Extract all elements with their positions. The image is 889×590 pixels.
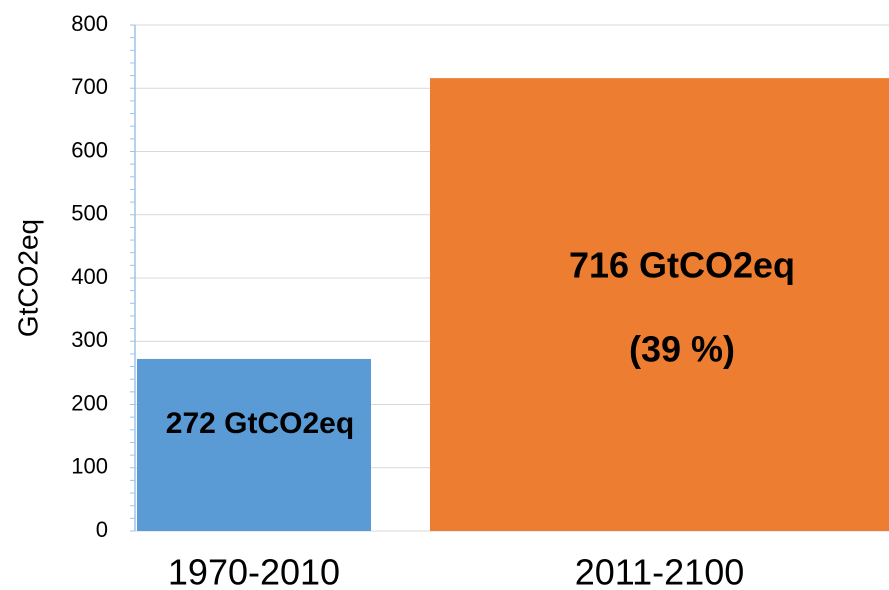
y-tick-label: 400	[71, 264, 108, 289]
value-label: 716 GtCO2eq	[569, 245, 795, 286]
value-label: 272 GtCO2eq	[166, 407, 354, 440]
annotation: (39 %)	[629, 329, 735, 370]
bar	[137, 358, 371, 531]
y-tick-label: 100	[71, 454, 108, 479]
y-tick-label: 600	[71, 137, 108, 162]
y-tick-label: 700	[71, 74, 108, 99]
y-tick-label: 300	[71, 327, 108, 352]
bar	[430, 78, 889, 531]
y-tick-label: 0	[96, 517, 108, 542]
y-tick-label: 500	[71, 201, 108, 226]
y-axis-label: GtCO2eq	[12, 219, 43, 337]
x-tick-label: 2011-2100	[575, 552, 745, 590]
x-tick-label: 1970-2010	[168, 552, 340, 590]
y-tick-label: 800	[71, 11, 108, 36]
y-tick-label: 200	[71, 390, 108, 415]
